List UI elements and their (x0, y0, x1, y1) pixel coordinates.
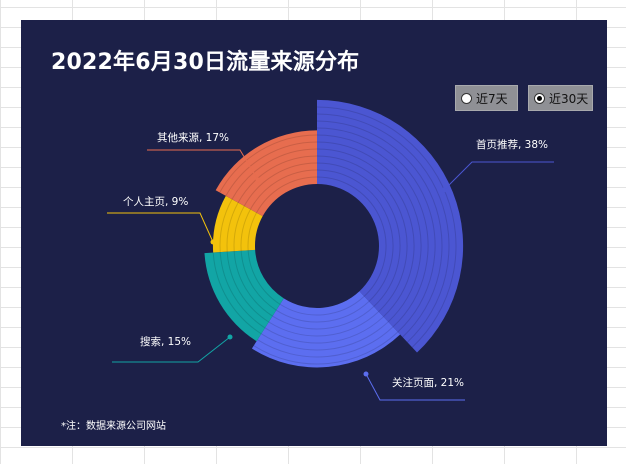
slice-关注页面 (251, 291, 401, 368)
slice-data-label: 搜索, 15% (140, 335, 191, 348)
slice-ring (233, 205, 245, 252)
slice-ring (316, 162, 401, 307)
slice-ring (316, 134, 429, 328)
slice-ring (212, 252, 262, 335)
period-option-label: 近7天 (476, 91, 508, 106)
leader-line (147, 149, 259, 181)
slice-ring (316, 120, 443, 338)
slice-ring (249, 169, 318, 210)
slice-ring (316, 176, 387, 297)
slice-个人主页 (212, 195, 263, 253)
leader-dot (210, 239, 216, 245)
leader-line (107, 212, 214, 243)
chart-title: 2022年6月30日流量来源分布 (51, 50, 360, 75)
leader-dot (363, 371, 369, 377)
period-option-30-days[interactable]: 近30天 (528, 85, 593, 111)
slice-ring (316, 113, 450, 343)
slice-data-label: 其他来源, 17% (157, 131, 229, 144)
radio-checked-icon[interactable] (534, 92, 545, 104)
slice-ring (257, 326, 394, 358)
slice-data-label: 关注页面, 21% (392, 376, 464, 389)
slice-ring (231, 148, 318, 200)
slice-ring (240, 250, 277, 311)
slice-ring (247, 212, 257, 251)
slice-ring (225, 141, 318, 197)
leader-line (365, 373, 465, 401)
slice-ring (316, 155, 408, 312)
slice-ring (256, 176, 318, 214)
slice-ring (233, 251, 273, 317)
slice-其他来源 (215, 130, 317, 217)
slice-首页推荐 (317, 99, 464, 353)
leader-dot (227, 334, 233, 340)
slice-data-label: 首页推荐, 38% (476, 138, 548, 151)
slice-ring (276, 301, 370, 323)
slice-ring (226, 251, 270, 323)
slice-ring (253, 331, 399, 365)
slice-搜索 (204, 249, 284, 342)
slice-ring (316, 127, 436, 333)
slice-ring (316, 106, 457, 348)
slice-ring (279, 295, 365, 316)
slice-ring (237, 155, 318, 203)
slice-ring (261, 321, 389, 351)
slice-ring (316, 141, 422, 323)
slice-ring (219, 252, 266, 329)
slice-ring (272, 306, 375, 330)
radio-icon[interactable] (461, 92, 472, 104)
slice-ring (243, 162, 318, 207)
slice-ring (268, 311, 379, 337)
footnote: *注：数据来源公司网站 (61, 421, 166, 432)
slice-ring (247, 250, 281, 305)
slice-ring (240, 209, 251, 251)
slice-ring (316, 148, 415, 318)
period-option-label: 近30天 (549, 91, 589, 106)
slice-ring (219, 199, 233, 253)
slice-ring (264, 316, 384, 344)
slice-ring (226, 202, 239, 252)
leader-dot (255, 177, 261, 183)
slice-data-label: 个人主页, 9% (123, 196, 188, 208)
leader-line (112, 336, 231, 363)
leader-dot (441, 187, 447, 193)
slice-ring (316, 169, 394, 302)
slice-ring (219, 134, 318, 193)
leader-line (443, 161, 554, 191)
period-option-7-days[interactable]: 近7天 (455, 85, 518, 111)
